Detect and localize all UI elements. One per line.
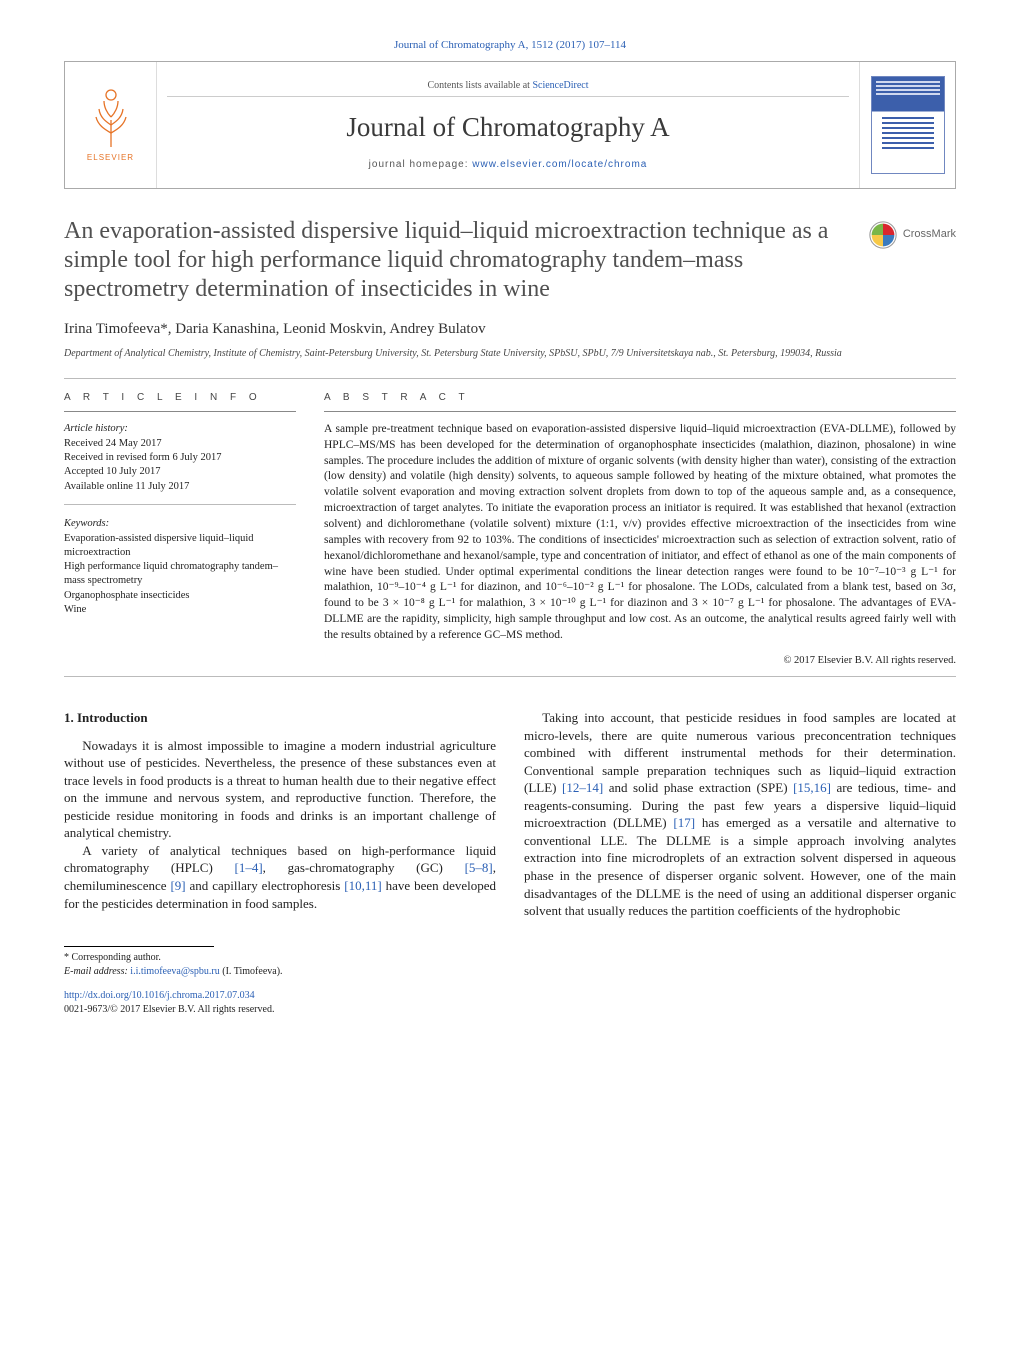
doi-line: http://dx.doi.org/10.1016/j.chroma.2017.…	[64, 989, 956, 1003]
homepage-prefix: journal homepage:	[369, 159, 473, 170]
footnote-rule	[64, 946, 214, 947]
journal-reference: Journal of Chromatography A, 1512 (2017)…	[64, 38, 956, 53]
article-title: An evaporation-assisted dispersive liqui…	[64, 217, 956, 305]
keyword-line: Wine	[64, 603, 296, 617]
title-block: CrossMark An evaporation-assisted disper…	[64, 217, 956, 361]
homepage-link[interactable]: www.elsevier.com/locate/chroma	[472, 159, 647, 170]
keyword-line: Organophosphate insecticides	[64, 589, 296, 603]
cite-link[interactable]: [15,16]	[793, 780, 831, 795]
doi-link[interactable]: http://dx.doi.org/10.1016/j.chroma.2017.…	[64, 990, 255, 1001]
cite-link[interactable]: [1–4]	[234, 860, 262, 875]
page-container: Journal of Chromatography A, 1512 (2017)…	[0, 0, 1020, 1057]
email-label: E-mail address:	[64, 966, 130, 977]
journal-reference-link[interactable]: Journal of Chromatography A, 1512 (2017)…	[394, 39, 626, 51]
history-line: Received 24 May 2017	[64, 437, 296, 451]
rule-above-info	[64, 378, 956, 379]
rule-below-abstract	[64, 676, 956, 677]
crossmark-icon	[869, 221, 897, 249]
cite-link[interactable]: [10,11]	[344, 878, 381, 893]
publisher-logo-cell: ELSEVIER	[65, 62, 157, 188]
cover-thumb-cell	[859, 62, 955, 188]
intro-paragraph: Taking into account, that pesticide resi…	[524, 709, 956, 920]
p3-seg: and solid phase extraction (SPE)	[603, 780, 793, 795]
crossmark-label: CrossMark	[903, 227, 956, 242]
p2-seg: , gas-chromatography (GC)	[263, 860, 465, 875]
rule-abstract	[324, 411, 956, 412]
elsevier-tree-icon	[86, 85, 136, 149]
abstract-column: A B S T R A C T A sample pre-treatment t…	[324, 391, 956, 668]
contents-prefix: Contents lists available at	[427, 80, 532, 91]
intro-paragraph: Nowadays it is almost impossible to imag…	[64, 737, 496, 842]
journal-header-box: ELSEVIER Contents lists available at Sci…	[64, 61, 956, 189]
history-line: Received in revised form 6 July 2017	[64, 451, 296, 465]
cite-link[interactable]: [5–8]	[465, 860, 493, 875]
keyword-line: High performance liquid chromatography t…	[64, 560, 296, 588]
info-abstract-row: A R T I C L E I N F O Article history: R…	[64, 391, 956, 668]
affiliation: Department of Analytical Chemistry, Inst…	[64, 347, 956, 361]
sciencedirect-link[interactable]: ScienceDirect	[532, 80, 588, 91]
history-line: Accepted 10 July 2017	[64, 465, 296, 479]
footer-block: * Corresponding author. E-mail address: …	[64, 946, 956, 1017]
cite-link[interactable]: [9]	[170, 878, 185, 893]
authors-line: Irina Timofeeva*, Daria Kanashina, Leoni…	[64, 319, 956, 339]
email-suffix: (I. Timofeeva).	[220, 966, 283, 977]
abstract-heading: A B S T R A C T	[324, 391, 956, 405]
contents-line: Contents lists available at ScienceDirec…	[167, 79, 849, 98]
body-columns: 1. Introduction Nowadays it is almost im…	[64, 709, 956, 920]
email-line: E-mail address: i.i.timofeeva@spbu.ru (I…	[64, 965, 956, 979]
intro-heading: 1. Introduction	[64, 709, 496, 727]
history-label: Article history:	[64, 422, 296, 436]
rule-between-history-keywords	[64, 504, 296, 505]
rule-info	[64, 411, 296, 412]
p3-seg: has emerged as a versatile and alternati…	[524, 815, 956, 918]
abstract-body: A sample pre-treatment technique based o…	[324, 422, 956, 644]
crossmark-badge[interactable]: CrossMark	[869, 221, 956, 249]
abstract-copyright: © 2017 Elsevier B.V. All rights reserved…	[324, 654, 956, 668]
header-center: Contents lists available at ScienceDirec…	[157, 62, 859, 188]
homepage-line: journal homepage: www.elsevier.com/locat…	[369, 158, 648, 172]
corresponding-author-note: * Corresponding author.	[64, 951, 956, 965]
journal-cover-icon	[871, 76, 945, 174]
journal-title: Journal of Chromatography A	[346, 109, 669, 145]
keyword-line: Evaporation-assisted dispersive liquid–l…	[64, 532, 296, 560]
cite-link[interactable]: [17]	[673, 815, 695, 830]
cite-link[interactable]: [12–14]	[562, 780, 603, 795]
article-info-heading: A R T I C L E I N F O	[64, 391, 296, 405]
issn-copyright-line: 0021-9673/© 2017 Elsevier B.V. All right…	[64, 1003, 956, 1017]
history-line: Available online 11 July 2017	[64, 480, 296, 494]
intro-paragraph: A variety of analytical techniques based…	[64, 842, 496, 912]
keywords-label: Keywords:	[64, 517, 296, 531]
p2-seg: and capillary electrophoresis	[186, 878, 345, 893]
publisher-logo-label: ELSEVIER	[87, 153, 134, 164]
article-info-column: A R T I C L E I N F O Article history: R…	[64, 391, 296, 668]
email-link[interactable]: i.i.timofeeva@spbu.ru	[130, 966, 219, 977]
